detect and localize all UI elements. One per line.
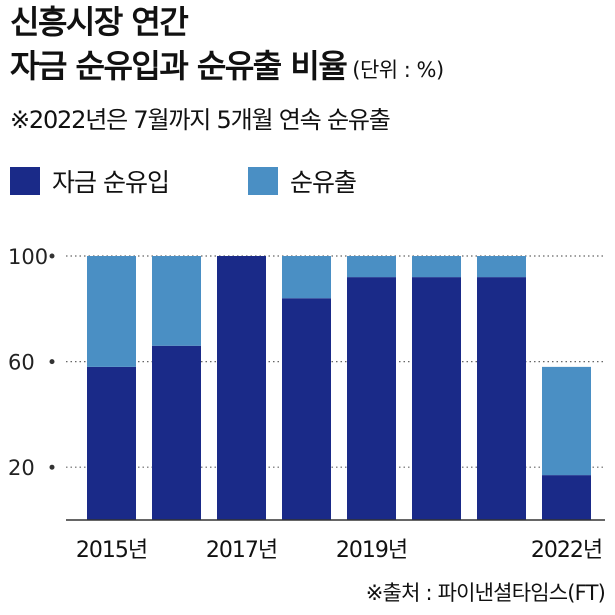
chart-title-line2-text: 자금 순유입과 순유출 비율	[10, 47, 348, 85]
bar-inflow	[412, 277, 461, 520]
y-tick-dot	[49, 253, 55, 259]
x-tick-label: 2015년	[76, 538, 147, 563]
bar-outflow	[477, 256, 526, 278]
bar-outflow	[412, 256, 461, 278]
chart-note: ※2022년은 7월까지 5개월 연속 순유출	[10, 106, 391, 134]
y-tick-label: 100	[8, 245, 48, 269]
bar-inflow	[477, 277, 526, 520]
source-note: ※출처 : 파이낸셜타임스(FT)	[365, 581, 606, 605]
y-tick-label: 20	[8, 456, 35, 480]
bar-inflow	[152, 345, 201, 520]
bar-inflow	[347, 277, 396, 520]
bar-outflow	[347, 256, 396, 278]
legend-label-inflow: 자금 순유입	[52, 168, 170, 197]
legend-swatch-inflow	[10, 167, 40, 195]
x-tick-label: 2019년	[336, 538, 407, 563]
bar-outflow	[87, 256, 136, 367]
chart-title-line1: 신흥시장 연간	[10, 3, 189, 41]
legend-item-inflow: 자금 순유입	[10, 163, 170, 199]
unit-label: (단위 : %)	[352, 58, 444, 82]
chart-title-line2: 자금 순유입과 순유출 비율 (단위 : %)	[10, 50, 444, 82]
legend-swatch-outflow	[248, 167, 278, 195]
bar-inflow	[542, 475, 591, 520]
y-tick-dot	[49, 464, 55, 470]
bar-outflow	[152, 256, 201, 346]
bar-outflow	[542, 366, 591, 476]
bar-inflow	[87, 366, 136, 520]
stacked-bar-chart: 20 60 100 2015년 2017년 2019년 2022년	[8, 245, 605, 563]
x-tick-label: 2022년	[531, 538, 602, 563]
y-tick-label: 60	[8, 351, 35, 375]
legend-item-outflow: 순유출	[248, 163, 357, 199]
bar-inflow	[282, 298, 331, 520]
legend: 자금 순유입 순유출	[0, 163, 615, 203]
bar-outflow	[282, 256, 331, 299]
x-tick-label: 2017년	[206, 538, 277, 563]
legend-label-outflow: 순유출	[290, 168, 357, 197]
bar-inflow	[217, 256, 266, 520]
y-tick-dot	[49, 359, 55, 365]
